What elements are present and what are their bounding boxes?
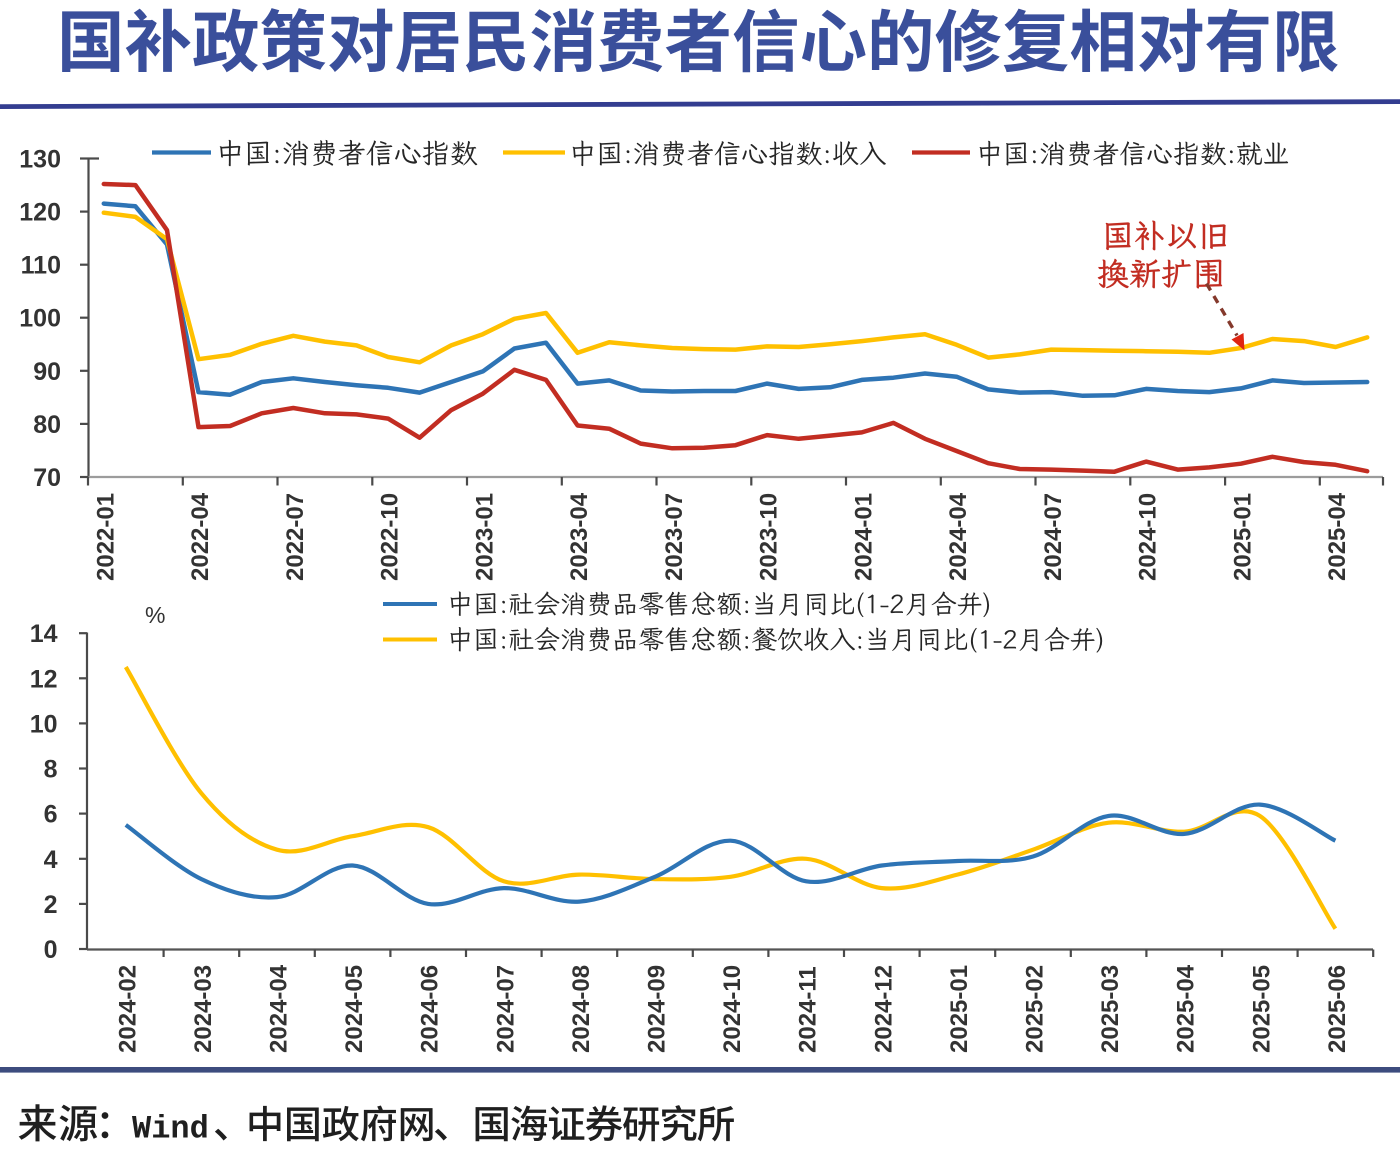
svg-text:4: 4 xyxy=(44,846,58,874)
svg-text:80: 80 xyxy=(33,411,61,439)
svg-text:100: 100 xyxy=(19,305,61,333)
svg-text:2024-03: 2024-03 xyxy=(190,965,217,1053)
svg-text:10: 10 xyxy=(30,710,58,738)
svg-text:2025-01: 2025-01 xyxy=(1229,493,1256,581)
svg-text:2024-05: 2024-05 xyxy=(341,965,368,1053)
svg-text:14: 14 xyxy=(30,620,58,648)
svg-text:2024-04: 2024-04 xyxy=(945,492,972,581)
svg-text:2025-03: 2025-03 xyxy=(1097,965,1124,1053)
svg-text:2024-10: 2024-10 xyxy=(1135,493,1162,581)
svg-text:2023-04: 2023-04 xyxy=(566,492,593,581)
svg-text:2: 2 xyxy=(44,891,58,919)
svg-text:2022-01: 2022-01 xyxy=(92,493,119,581)
svg-text:2024-07: 2024-07 xyxy=(1040,493,1067,581)
svg-text:130: 130 xyxy=(19,146,61,174)
svg-text:2022-04: 2022-04 xyxy=(187,492,214,581)
svg-text:2024-09: 2024-09 xyxy=(644,965,671,1053)
svg-text:2025-01: 2025-01 xyxy=(946,965,973,1053)
svg-text:12: 12 xyxy=(30,665,58,693)
svg-text:6: 6 xyxy=(44,801,58,829)
svg-text:2024-01: 2024-01 xyxy=(850,493,877,581)
svg-text:110: 110 xyxy=(21,252,61,280)
svg-text:2022-10: 2022-10 xyxy=(377,493,404,581)
svg-text:2024-11: 2024-11 xyxy=(795,966,822,1053)
svg-text:8: 8 xyxy=(44,756,58,784)
svg-text:2025-05: 2025-05 xyxy=(1248,965,1275,1053)
svg-text:2024-06: 2024-06 xyxy=(417,965,444,1053)
svg-text:2025-04: 2025-04 xyxy=(1324,492,1351,581)
svg-text:2025-02: 2025-02 xyxy=(1022,965,1049,1053)
svg-text:2023-07: 2023-07 xyxy=(661,493,688,581)
svg-text:2024-07: 2024-07 xyxy=(492,965,519,1053)
svg-text:2022-07: 2022-07 xyxy=(282,493,309,581)
svg-text:90: 90 xyxy=(33,358,61,386)
svg-text:0: 0 xyxy=(44,936,58,964)
svg-text:120: 120 xyxy=(19,199,61,227)
svg-text:2024-04: 2024-04 xyxy=(266,964,293,1053)
svg-text:2024-10: 2024-10 xyxy=(719,965,746,1053)
svg-text:Wind: Wind xyxy=(132,1111,209,1148)
svg-text:%: % xyxy=(145,602,165,628)
svg-text:2024-12: 2024-12 xyxy=(870,965,897,1053)
svg-text:2025-06: 2025-06 xyxy=(1324,965,1351,1053)
svg-text:2025-04: 2025-04 xyxy=(1173,964,1200,1053)
svg-text:2024-02: 2024-02 xyxy=(114,965,141,1053)
svg-text:2023-10: 2023-10 xyxy=(756,493,783,581)
svg-text:2023-01: 2023-01 xyxy=(471,493,498,581)
svg-text:70: 70 xyxy=(33,464,61,492)
svg-text:2024-08: 2024-08 xyxy=(568,965,595,1053)
